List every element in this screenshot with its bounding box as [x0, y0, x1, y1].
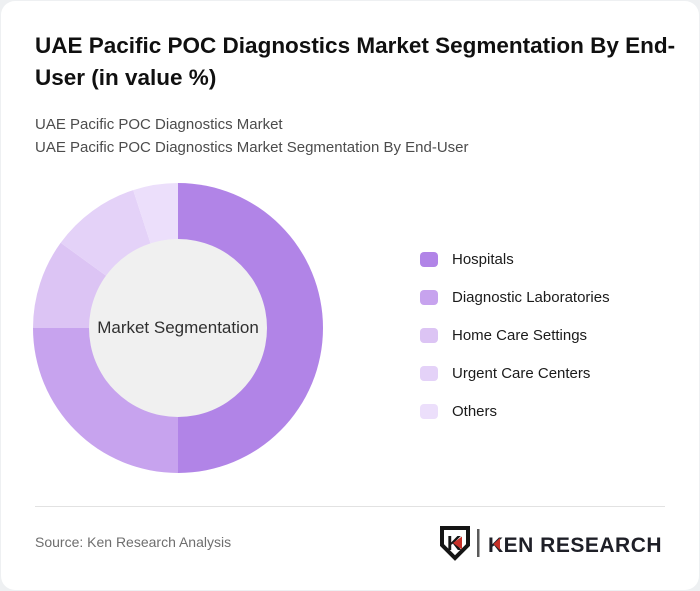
ken-research-logo-svg: K KEN RESEARCH	[440, 526, 662, 561]
legend-item-home-care-settings[interactable]: Home Care Settings	[420, 323, 610, 347]
subtitle-line-1: UAE Pacific POC Diagnostics Market	[35, 116, 283, 133]
legend-swatch	[420, 403, 438, 419]
donut-svg	[33, 183, 323, 473]
legend-item-urgent-care-centers[interactable]: Urgent Care Centers	[420, 361, 610, 385]
page-title: UAE Pacific POC Diagnostics Market Segme…	[35, 33, 676, 90]
source-text: Source: Ken Research Analysis	[35, 534, 232, 550]
donut-chart: Market Segmentation	[33, 183, 323, 473]
footer-divider	[35, 506, 665, 507]
chart-subtitles: UAE Pacific POC Diagnostics Market UAE P…	[35, 113, 469, 160]
legend-label: Urgent Care Centers	[452, 364, 591, 382]
donut-inner-circle	[89, 239, 267, 417]
legend-swatch	[420, 289, 438, 305]
wordmark-red-triangle	[493, 538, 500, 550]
legend-swatch	[420, 251, 438, 267]
ken-research-shield-icon: K	[440, 526, 470, 561]
legend-label: Hospitals	[452, 250, 514, 268]
logo-separator	[477, 529, 480, 557]
legend-item-others[interactable]: Others	[420, 399, 610, 423]
subtitle-line-2: UAE Pacific POC Diagnostics Market Segme…	[35, 139, 469, 157]
brand-wordmark: KEN RESEARCH	[488, 534, 662, 557]
legend-label: Home Care Settings	[452, 326, 588, 344]
legend-label: Others	[452, 402, 498, 420]
legend-item-diagnostic-laboratories[interactable]: Diagnostic Laboratories	[420, 285, 610, 309]
legend-swatch	[420, 327, 438, 343]
legend-item-hospitals[interactable]: Hospitals	[420, 247, 610, 271]
legend-label: Diagnostic Laboratories	[452, 288, 610, 306]
legend-swatch	[420, 365, 438, 381]
shield-red-triangle	[453, 536, 462, 550]
chart-legend: Hospitals Diagnostic Laboratories Home Car…	[420, 247, 610, 437]
ken-research-logo[interactable]: K KEN RESEARCH	[438, 525, 668, 566]
